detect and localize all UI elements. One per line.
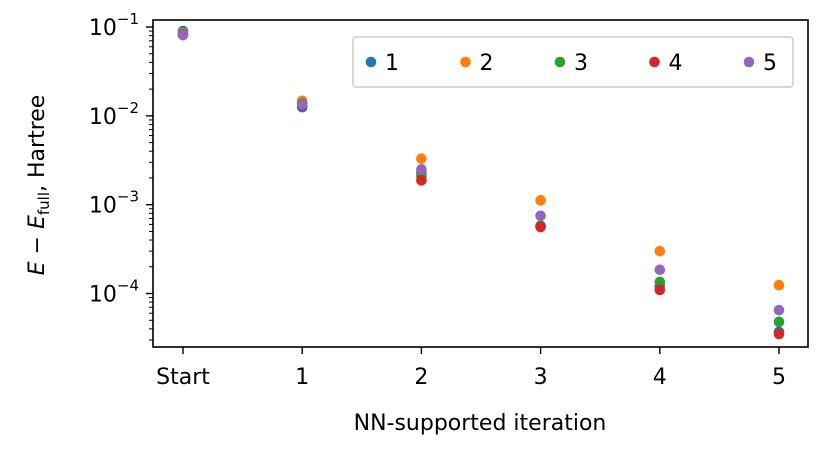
data-point bbox=[535, 210, 546, 222]
y-tick-label: 10−2 bbox=[89, 99, 139, 130]
y-axis-label: E − Efull, Hartree bbox=[25, 95, 53, 276]
legend-marker bbox=[649, 56, 660, 68]
data-point bbox=[654, 245, 666, 257]
legend-label: 3 bbox=[574, 51, 588, 76]
data-point bbox=[177, 29, 189, 41]
legend-marker bbox=[743, 56, 755, 68]
data-point bbox=[535, 195, 546, 206]
data-point bbox=[416, 153, 427, 164]
x-tick-label: 4 bbox=[653, 365, 667, 390]
x-tick-label: 3 bbox=[534, 365, 548, 390]
legend-label: 5 bbox=[763, 51, 777, 76]
data-point bbox=[535, 221, 546, 233]
y-tick-label: 10−3 bbox=[89, 188, 139, 219]
data-point bbox=[654, 264, 666, 276]
data-point bbox=[773, 316, 785, 328]
legend-frame bbox=[352, 36, 794, 88]
data-point bbox=[416, 164, 427, 175]
legend-label: 2 bbox=[480, 51, 494, 76]
data-points bbox=[177, 25, 785, 340]
data-point bbox=[416, 175, 427, 186]
legend-marker bbox=[365, 56, 377, 68]
x-tick-label: 1 bbox=[295, 365, 309, 390]
data-point bbox=[773, 328, 785, 340]
legend-label: 4 bbox=[669, 51, 683, 76]
x-tick-label: 5 bbox=[772, 365, 786, 390]
data-point bbox=[296, 98, 308, 110]
legend: 1 2 3 4 5 bbox=[352, 36, 794, 88]
data-point bbox=[654, 276, 666, 288]
x-axis-label: NN-supported iteration bbox=[354, 411, 607, 436]
x-axis: Start 1 2 3 4 5 bbox=[156, 347, 786, 390]
series-5 bbox=[177, 29, 785, 316]
data-point bbox=[773, 304, 785, 316]
y-axis: 10−1 10−2 10−3 10−4 bbox=[89, 10, 153, 341]
x-tick-label: 2 bbox=[414, 365, 428, 390]
data-point bbox=[654, 284, 666, 296]
legend-marker bbox=[554, 56, 566, 68]
legend-label: 1 bbox=[385, 51, 399, 76]
legend-marker bbox=[460, 56, 471, 68]
x-tick-label: Start bbox=[156, 365, 210, 390]
data-point bbox=[773, 279, 785, 291]
y-tick-label: 10−1 bbox=[89, 10, 139, 41]
y-tick-label: 10−4 bbox=[89, 277, 139, 308]
